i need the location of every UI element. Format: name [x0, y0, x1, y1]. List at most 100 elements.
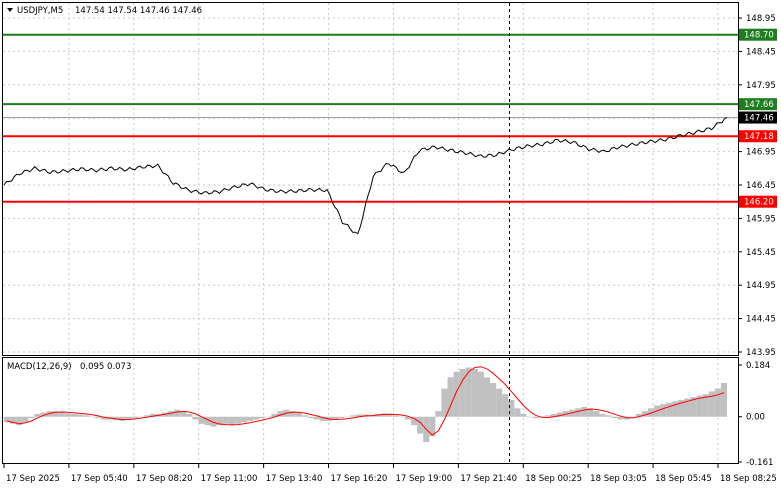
macd-histogram-bar	[332, 416, 339, 420]
macd-histogram-bar	[514, 408, 521, 417]
macd-histogram-bar	[137, 416, 144, 418]
macd-histogram-bar	[629, 416, 636, 418]
macd-histogram-bar	[690, 397, 697, 417]
macd-pane-frame	[2, 357, 739, 464]
price-series-line	[3, 117, 728, 235]
macd-axis-label: 0.184	[746, 361, 770, 371]
macd-histogram-bar	[192, 416, 199, 420]
macd-histogram-bar	[131, 416, 138, 419]
macd-histogram-bar	[64, 413, 71, 417]
macd-histogram-bar	[641, 411, 649, 417]
macd-histogram-bar	[684, 398, 691, 417]
level-tag	[739, 195, 777, 208]
macd-histogram-bar	[216, 416, 223, 426]
price-axis-label: 148.45	[746, 47, 776, 57]
time-axis-label: 17 Sep 08:20	[136, 474, 193, 484]
macd-histogram-bar	[477, 371, 484, 417]
price-axis-label: 143.95	[746, 348, 776, 358]
price-axis-label: 144.45	[746, 315, 776, 325]
macd-title: MACD(12,26,9)	[7, 362, 72, 372]
macd-histogram-bar	[58, 412, 65, 417]
macd-histogram-bar	[168, 411, 175, 417]
macd-histogram-bar	[70, 413, 77, 417]
level-tag-label: 146.20	[744, 198, 774, 208]
macd-histogram-bar	[526, 416, 533, 418]
macd-histogram-bar	[441, 388, 448, 417]
time-axis-label: 17 Sep 13:40	[266, 474, 323, 484]
macd-histogram-bar	[435, 411, 442, 417]
time-axis-label: 18 Sep 00:25	[525, 474, 582, 484]
macd-histogram-bar	[556, 412, 563, 417]
macd-histogram-bar	[550, 413, 557, 417]
level-tag	[739, 98, 777, 111]
macd-axis: 0.184 0.00 -0.161	[738, 361, 773, 468]
level-tag	[739, 28, 777, 41]
macd-histogram-bar	[447, 377, 454, 417]
macd-histogram-bar	[247, 416, 254, 421]
price-axis-label: 145.95	[746, 214, 776, 224]
macd-histogram-bar	[599, 413, 606, 417]
ohlc-values: 147.54 147.54 147.46 147.46	[75, 6, 202, 16]
macd-histogram-bar	[672, 401, 679, 417]
price-axis-label: 146.45	[746, 181, 776, 191]
macd-histogram-bar	[453, 371, 460, 417]
grid-lines	[3, 3, 738, 463]
macd-histogram-bar	[289, 411, 296, 417]
macd-histogram-bar	[702, 394, 709, 417]
macd-histogram-bar	[520, 413, 527, 417]
macd-histogram-bar	[587, 408, 594, 417]
macd-histogram-bar	[708, 391, 715, 417]
current-price-label: 147.46	[744, 114, 774, 124]
macd-histogram-bar	[222, 416, 229, 424]
macd-histogram-bar	[319, 416, 327, 421]
time-axis-label: 18 Sep 03:05	[590, 474, 647, 484]
level-lines	[3, 33, 738, 203]
macd-histogram-bar	[307, 416, 314, 419]
macd-histogram-bar	[532, 416, 539, 419]
level-tag-label: 147.66	[744, 100, 774, 110]
macd-histogram-bar	[617, 416, 624, 420]
macd-signal-line	[6, 366, 725, 436]
time-axis-label: 17 Sep 05:40	[71, 474, 128, 484]
macd-histogram-bar	[10, 416, 17, 424]
macd-histogram-bar	[344, 416, 351, 418]
macd-histogram-bar	[696, 395, 703, 417]
macd-histogram-bar	[623, 416, 630, 420]
macd-values: 0.095 0.073	[80, 362, 131, 372]
macd-histogram-bar	[174, 409, 181, 417]
symbol-dropdown-icon[interactable]	[7, 8, 13, 12]
price-axis-label: 147.95	[746, 81, 776, 91]
macd-histogram-bar	[113, 416, 120, 421]
macd-histogram-bar	[386, 413, 393, 417]
macd-histogram-bar	[496, 388, 503, 417]
macd-histogram-bar	[228, 416, 235, 426]
macd-histogram-bar	[429, 416, 436, 437]
macd-histogram-bar	[605, 415, 612, 417]
macd-histogram-bar	[593, 411, 600, 417]
macd-histogram-bar	[186, 413, 193, 417]
macd-histogram-bar	[313, 416, 320, 420]
macd-histogram-bar	[404, 416, 412, 420]
macd-histogram-bar	[149, 413, 156, 417]
macd-histogram-bar	[253, 416, 260, 420]
macd-histogram-bar	[4, 416, 11, 423]
macd-histogram-bar	[483, 377, 491, 417]
macd-histogram-bar	[204, 416, 211, 426]
macd-histogram-bar	[125, 416, 132, 420]
macd-histogram-bar	[34, 413, 41, 417]
macd-histogram-bar	[392, 415, 399, 417]
macd-histogram-bar	[490, 382, 497, 417]
price-axis-label: 148.95	[746, 14, 776, 24]
macd-histogram-bar	[581, 406, 588, 417]
macd-histogram-bar	[234, 416, 241, 424]
macd-histogram-bar	[666, 402, 673, 417]
level-tag-label: 147.18	[744, 132, 774, 142]
macd-histogram-bar	[240, 416, 248, 423]
macd-histogram-bar	[95, 416, 102, 419]
time-axis-label: 17 Sep 16:20	[331, 474, 388, 484]
symbol-label: USDJPY,M5	[17, 6, 63, 16]
price-tags: 148.70 147.66 147.18 146.20 147.46	[739, 28, 777, 208]
time-axis-label: 17 Sep 19:00	[395, 474, 452, 484]
macd-histogram-bar	[417, 416, 424, 434]
macd-histogram-bar	[678, 399, 685, 417]
